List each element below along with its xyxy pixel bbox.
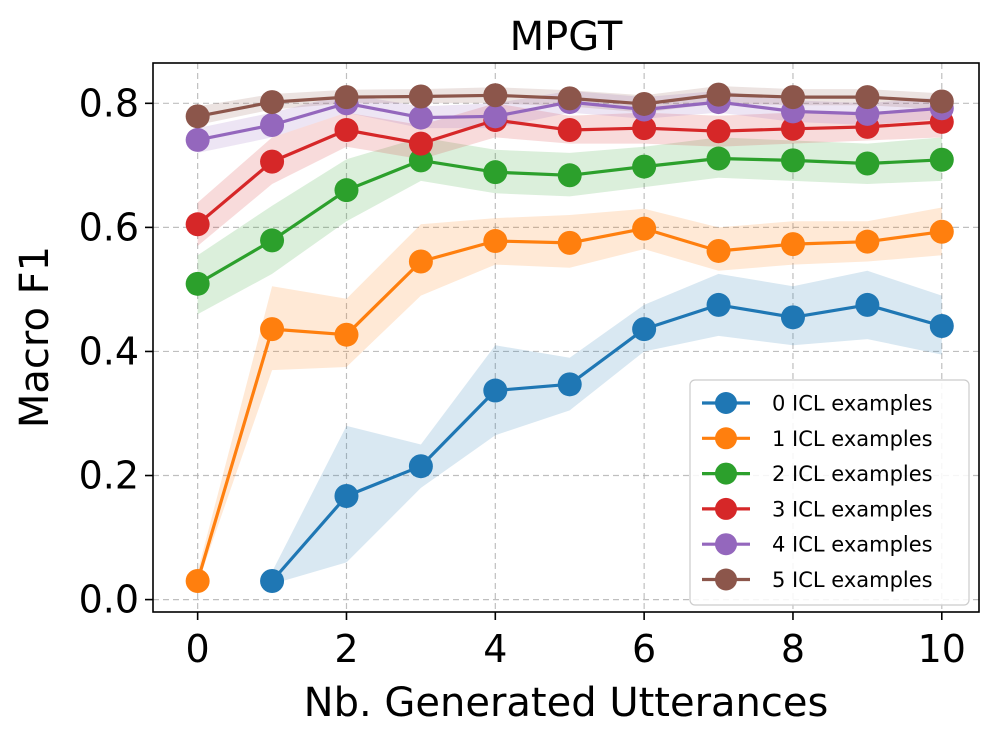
point-series-3: [408, 131, 433, 156]
legend-label-series-4: 4 ICL examples: [772, 533, 933, 557]
y-tick-label: 0.8: [79, 81, 139, 125]
point-series-3: [780, 116, 805, 141]
point-series-0: [408, 454, 433, 479]
point-series-3: [706, 119, 731, 144]
band-series-3: [197, 103, 942, 246]
plot-frame: [152, 62, 980, 613]
point-series-2: [260, 228, 285, 253]
point-series-5: [929, 89, 954, 114]
chart-title: MPGT: [510, 14, 623, 60]
point-series-5: [260, 90, 285, 115]
legend: 0 ICL examples 1 ICL examples 2 ICL exampl…: [689, 379, 970, 606]
point-series-2: [632, 154, 657, 179]
y-tick-label: 0.6: [79, 205, 139, 249]
point-series-5: [334, 85, 359, 110]
point-series-0: [780, 305, 805, 330]
point-series-5: [185, 104, 210, 129]
point-series-0: [706, 292, 731, 317]
point-series-2: [855, 151, 880, 176]
point-series-4: [185, 127, 210, 152]
y-tick-label: 0.2: [79, 454, 139, 498]
point-series-1: [929, 219, 954, 244]
axis-ticks: 0 2 4 6 8 10 0.0 0.2 0.4 0.6 0.8: [79, 81, 966, 671]
point-series-1: [408, 249, 433, 274]
point-series-1: [185, 568, 210, 593]
point-series-2: [557, 163, 582, 188]
point-series-1: [483, 229, 508, 254]
point-series-2: [334, 178, 359, 203]
point-series-3: [185, 212, 210, 237]
point-series-0: [260, 568, 285, 593]
point-series-3: [557, 117, 582, 142]
x-tick-label: 10: [918, 627, 966, 671]
legend-marker-series-0: [715, 392, 737, 414]
point-series-5: [632, 91, 657, 116]
y-axis-label: Macro F1: [12, 246, 58, 428]
legend-label-series-2: 2 ICL examples: [772, 462, 933, 486]
legend-label-series-1: 1 ICL examples: [772, 427, 933, 451]
legend-marker-series-4: [715, 533, 737, 556]
point-series-5: [483, 83, 508, 108]
legend-marker-series-3: [715, 497, 737, 520]
point-series-1: [557, 230, 582, 255]
point-series-0: [855, 292, 880, 317]
point-series-5: [780, 85, 805, 110]
point-series-1: [260, 317, 285, 342]
point-series-4: [408, 105, 433, 130]
point-series-0: [483, 378, 508, 403]
point-series-2: [483, 160, 508, 185]
x-tick-label: 2: [334, 627, 358, 671]
point-series-1: [706, 238, 731, 263]
point-series-3: [632, 116, 657, 141]
point-series-4: [483, 104, 508, 129]
point-series-2: [780, 148, 805, 173]
point-series-2: [185, 271, 210, 296]
point-series-2: [929, 147, 954, 172]
legend-marker-series-1: [715, 427, 737, 450]
line-series-0: [270, 303, 943, 583]
point-series-0: [557, 372, 582, 397]
y-tick-label: 0.4: [79, 329, 139, 373]
x-tick-label: 8: [781, 627, 805, 671]
point-series-0: [632, 317, 657, 342]
legend-label-series-3: 3 ICL examples: [772, 497, 933, 521]
legend-marker-series-2: [715, 462, 737, 485]
point-series-0: [929, 314, 954, 339]
band-series-1: [197, 207, 942, 585]
point-series-3: [260, 149, 285, 174]
point-series-3: [334, 117, 359, 142]
point-series-5: [855, 85, 880, 110]
point-series-4: [260, 113, 285, 138]
point-series-1: [334, 322, 359, 347]
series-markers: [185, 82, 954, 593]
x-axis-label: Nb. Generated Utterances: [304, 680, 829, 726]
point-series-5: [557, 86, 582, 111]
x-tick-label: 4: [483, 627, 507, 671]
band-series-2: [197, 137, 942, 315]
point-series-5: [706, 82, 731, 107]
point-series-2: [408, 148, 433, 173]
point-series-1: [780, 232, 805, 257]
point-series-2: [706, 146, 731, 171]
point-series-1: [855, 229, 880, 254]
legend-label-series-0: 0 ICL examples: [772, 392, 933, 416]
point-series-5: [408, 84, 433, 109]
legend-box: [689, 379, 970, 606]
point-series-0: [334, 483, 359, 508]
legend-label-series-5: 5 ICL examples: [772, 568, 933, 592]
point-series-4: [855, 101, 880, 126]
y-tick-label: 0.0: [79, 578, 139, 622]
x-tick-label: 6: [632, 627, 656, 671]
legend-marker-series-5: [715, 568, 737, 591]
point-series-1: [632, 216, 657, 241]
x-tick-label: 0: [186, 627, 210, 671]
